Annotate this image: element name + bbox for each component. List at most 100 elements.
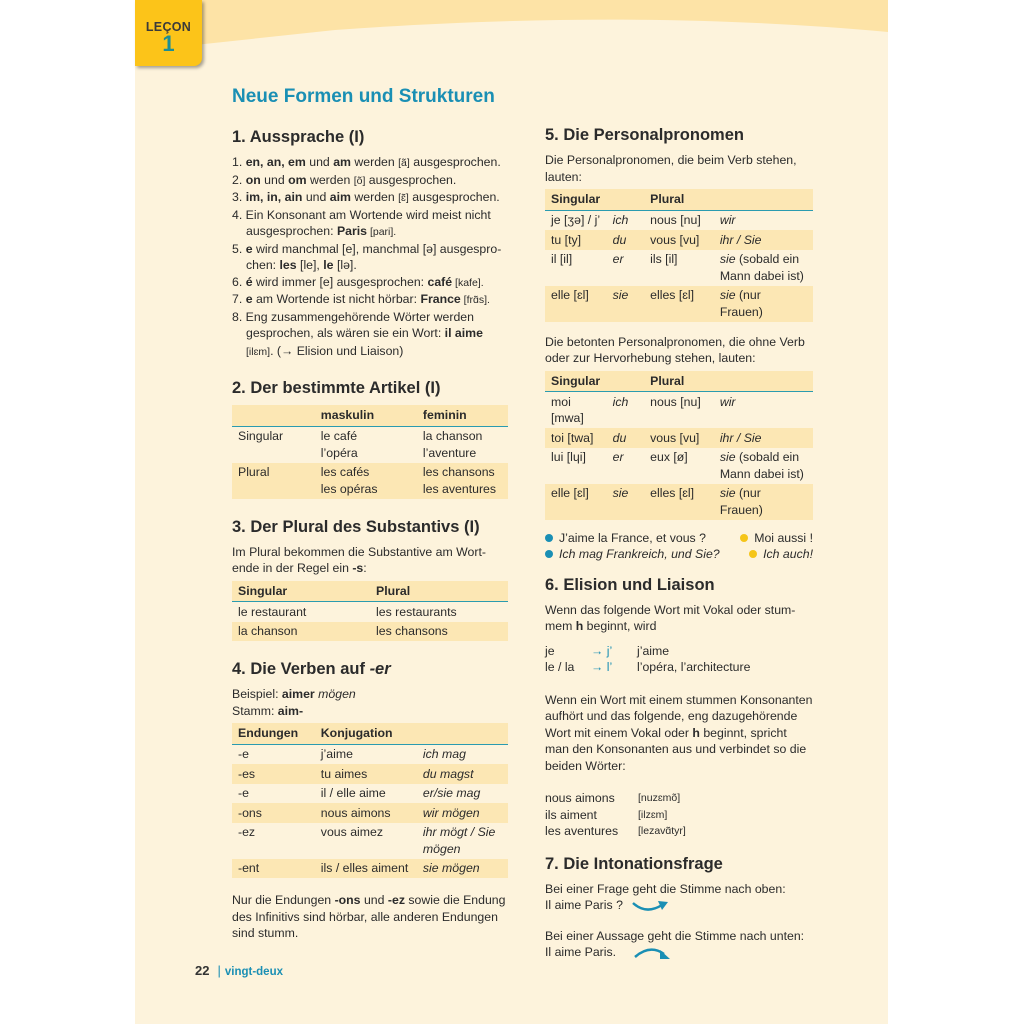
text-segment: Wenn ein Wort mit einem stummen Konsonan… bbox=[545, 692, 813, 740]
table-cell: elle [ɛl] bbox=[545, 285, 607, 322]
table-cell: wir bbox=[719, 394, 736, 409]
text-segment: -s bbox=[352, 561, 364, 575]
section-intonation: 7. Die Intonationsfrage Bei einer Frage … bbox=[545, 854, 813, 961]
text-segment: il aime bbox=[444, 326, 483, 340]
text-segment: und bbox=[305, 155, 334, 169]
text-segment: 2. bbox=[232, 172, 246, 187]
table-cell: -ent bbox=[232, 858, 315, 878]
table-cell: elles [ɛl] bbox=[644, 285, 714, 322]
list-item: 1. en, an, em und am werden [ã] ausgespr… bbox=[232, 154, 508, 172]
dialog-line: J’aime la France, et vous ? bbox=[545, 530, 706, 547]
text-segment: 7. bbox=[232, 292, 246, 306]
table-row: lui [lɥi] er eux [ø] sie (sobald ein Mann d… bbox=[545, 448, 813, 484]
table-row: elle [ɛl] sie elles [ɛl] sie (nur Frauen) bbox=[545, 285, 813, 322]
text-segment: aim bbox=[329, 190, 351, 204]
table-row: Plural les cafés les opéras les chansons l… bbox=[232, 462, 508, 499]
falling-intonation-arrow-icon bbox=[633, 948, 670, 959]
column-header: Konjugation bbox=[314, 723, 417, 745]
example-cell: l’opéra, l’architecture bbox=[637, 660, 751, 674]
table-cell: elle [ɛl] bbox=[545, 483, 607, 520]
text-segment: e bbox=[245, 241, 253, 256]
rising-intonation-arrow-icon bbox=[632, 901, 669, 911]
table-cell: la chanson l’aventure bbox=[422, 429, 483, 460]
table-row: -e il / elle aime er/sie mag bbox=[232, 784, 508, 804]
bullet-icon bbox=[545, 533, 553, 542]
table-row: -e j’aime ich mag bbox=[232, 744, 508, 764]
question-text: Bei einer Frage geht die Stimme nach obe… bbox=[545, 881, 786, 896]
text-segment: [õ] bbox=[353, 174, 366, 187]
example-cell: [ilzɛm] bbox=[638, 808, 668, 821]
text-segment: ausgesprochen. bbox=[409, 155, 501, 169]
lesson-label: LEÇON bbox=[145, 20, 192, 34]
text-segment: les bbox=[279, 258, 297, 272]
table-cell: eux [ø] bbox=[650, 450, 688, 464]
header-band bbox=[135, 0, 888, 45]
verb-stem: Stamm: aim- bbox=[232, 703, 508, 720]
conjugation-table: Endungen Konjugation -e j’aime ich mag -es tu … bbox=[232, 723, 508, 878]
table-cell: nous [nu] bbox=[650, 213, 701, 227]
text-segment: am bbox=[333, 155, 351, 169]
text-segment: Im Plural bekommen die Substantive am Wo… bbox=[232, 544, 487, 576]
text-segment: und bbox=[302, 190, 330, 204]
dialog-text: Moi aussi ! bbox=[754, 530, 813, 545]
bullet-icon bbox=[545, 550, 553, 558]
table-row: -ent ils / elles aiment sie mögen bbox=[232, 858, 508, 878]
page-footer: 22 | vingt-deux bbox=[195, 963, 283, 978]
column-header: Plural bbox=[644, 370, 714, 392]
liaison-text: Wenn ein Wort mit einem stummen Konsonan… bbox=[545, 692, 813, 775]
text-segment: on bbox=[245, 172, 261, 187]
text-segment: [kafe]. bbox=[452, 276, 484, 289]
statement-example: Il aime Paris. bbox=[545, 945, 617, 959]
table-row: -ez vous aimez ihr mögt / Sie mögen bbox=[232, 823, 508, 859]
table-cell: ihr / Sie bbox=[713, 230, 813, 250]
column-header: maskulin bbox=[314, 405, 417, 427]
list-item: 6. é wird immer [e] ausgesprochen: café … bbox=[232, 274, 508, 292]
page-title: Neue Formen und Strukturen bbox=[232, 86, 495, 107]
text-segment: France bbox=[420, 292, 461, 306]
bullet-icon bbox=[740, 533, 749, 542]
table-cell: Plural bbox=[232, 462, 315, 499]
text-segment: am Wortende ist nicht hörbar: bbox=[252, 292, 421, 306]
verb-example: Beispiel: aimer mögen bbox=[232, 686, 508, 703]
text-segment: [pari]. bbox=[367, 226, 397, 238]
example-cell: nous aimons bbox=[545, 791, 615, 805]
dialog-example: J’aime la France, et vous ? Moi aussi ! Ic… bbox=[545, 530, 813, 563]
table-cell: tu [ty] bbox=[545, 230, 607, 250]
section-plural: 3. Der Plural des Substantivs (I) Im Plu… bbox=[232, 517, 508, 641]
question-example: Il aime Paris ? bbox=[545, 898, 623, 912]
text-segment: é bbox=[245, 274, 253, 289]
section-personalpronomen: 5. Die Personalpronomen Die Personalpron… bbox=[545, 125, 813, 563]
heading-suffix: -er bbox=[369, 660, 391, 678]
table-cell: il [il] bbox=[551, 252, 573, 266]
table-cell: elles [ɛl] bbox=[644, 483, 714, 520]
text-segment: werden bbox=[306, 172, 354, 187]
table-row: moi [mwa] ich nous [nu] wir bbox=[545, 392, 813, 429]
section-artikel: 2. Der bestimmte Artikel (I) maskulin fem… bbox=[232, 378, 508, 499]
text-segment: 8. Eng zusammengehörende Wörter werden g… bbox=[232, 309, 474, 341]
table-cell: Singular bbox=[238, 429, 284, 443]
table-cell: -es bbox=[232, 764, 315, 784]
table-cell: je [ʒə] / j’ bbox=[551, 213, 601, 227]
text-segment: [ã] bbox=[398, 157, 410, 169]
text-segment: Stamm: bbox=[232, 703, 278, 718]
pronoun-intro: Die Personalpronomen, die beim Verb steh… bbox=[545, 153, 797, 184]
left-column: 1. Aussprache (I) 1. en, an, em und am w… bbox=[232, 127, 508, 942]
table-cell: le café l’opéra bbox=[320, 429, 358, 460]
text-segment: 1. bbox=[232, 155, 246, 169]
table-cell: ihr / Sie bbox=[713, 428, 813, 448]
table-cell: les chansons bbox=[370, 621, 508, 641]
table-cell: nous aimons bbox=[314, 803, 417, 823]
example-cell: ils aiment bbox=[545, 807, 597, 822]
list-item: 5. e wird manchmal [e], manchmal [ə] aus… bbox=[232, 241, 508, 274]
table-cell: sie mögen bbox=[416, 858, 508, 878]
text-segment: -ez bbox=[387, 893, 405, 907]
text-segment: Paris bbox=[336, 224, 368, 238]
text-segment: ausgesprochen. bbox=[408, 190, 500, 204]
table-cell: du bbox=[606, 428, 645, 448]
text-segment: im, in, ain bbox=[245, 190, 303, 204]
table-cell: les chansons les aventures bbox=[416, 462, 508, 499]
text-segment: beginnt, spricht man den Konsonanten aus… bbox=[545, 725, 807, 773]
question-example-line: Il aime Paris ? bbox=[545, 897, 813, 914]
column-header bbox=[713, 370, 813, 392]
table-row: il [il] er ils [il] sie (sobald ein Mann da… bbox=[545, 250, 813, 286]
